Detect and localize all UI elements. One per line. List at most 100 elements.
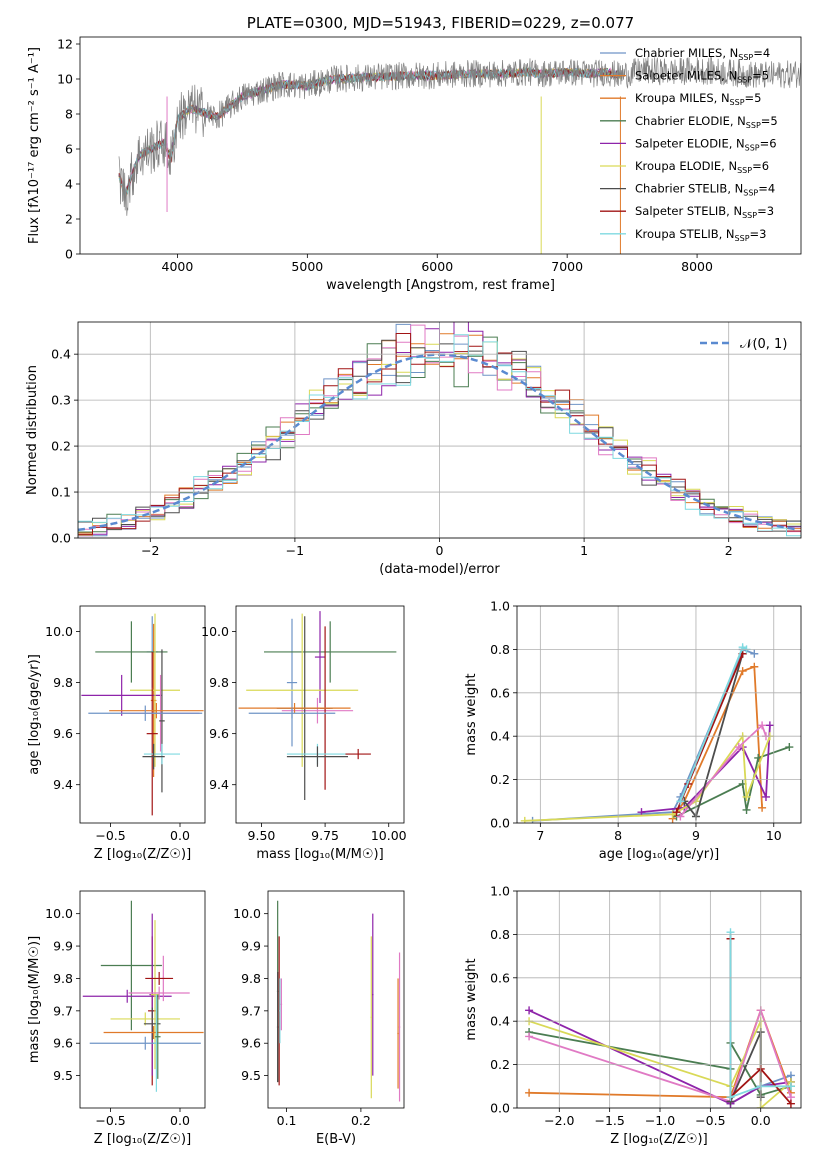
x-tick-label: −0.5 [695,1113,725,1128]
y-tick-label: 12 [57,37,73,52]
y-tick-label: 0.8 [490,927,510,942]
x-tick-label: 7000 [551,259,583,274]
legend-entry: Kroupa STELIB, NSSP=3 [635,227,766,243]
y-tick-label: 0.2 [51,439,71,454]
legend-suffix: =5 [752,69,769,83]
y-tick-label: 9.7 [241,1003,261,1018]
y-tick-label: 1.0 [490,884,510,899]
y-tick-label: 10 [57,72,73,87]
y-axis-label: age [log₁₀(age/yr)] [27,654,42,775]
legend-label: Kroupa ELODIE, N [635,159,737,173]
legend-entry: Kroupa ELODIE, NSSP=6 [635,159,769,175]
y-tick-label: 10.0 [233,906,261,921]
legend-label: Salpeter MILES, N [635,69,737,83]
mass-weight-marker [765,721,774,730]
chart-age_vs_Z: −0.5 0.0 9.4 9.6 9.8 10.0 Z [log₁₀(Z/Z☉)] age [… [27,605,206,862]
y-tick-label: 0 [65,247,73,262]
y-tick-label: 9.9 [241,939,261,954]
x-axis-label: Z [log₁₀(Z/Z☉)] [94,847,191,862]
mass-weight-line [729,932,791,1099]
y-axis-label: mass weight [464,958,479,1040]
x-tick-label: 10 [766,828,782,843]
model-spectrum-line [118,67,622,198]
chart-residuals: −2 −1 0 1 2 0.0 0.1 0.2 0.3 0.4 (data-model)/error… [25,321,802,577]
x-tick-label: 1 [580,543,588,558]
legend-sub: SSP [737,166,752,175]
model-spectrum-line [118,67,621,195]
y-tick-label: 9.8 [209,675,229,690]
x-tick-label: 8 [614,828,622,843]
y-tick-label: 2 [65,212,73,227]
legend-sub: SSP [743,189,758,198]
mass-weight-marker [734,743,743,752]
x-tick-label: −0.5 [95,1113,125,1128]
legend-sub: SSP [737,76,752,85]
x-tick-label: 8000 [681,259,713,274]
chart-spectrum: 4000 5000 6000 7000 8000 0 2 4 6 8 10 12 wavelength … [27,14,802,293]
x-axis-label: (data-model)/error [379,562,500,577]
legend-label: Chabrier MILES, N [635,46,738,60]
axes-frame [516,890,802,1109]
y-tick-label: 0.0 [51,531,71,546]
legend-entry: Salpeter ELODIE, NSSP=6 [635,136,777,152]
legend-sub: SSP [742,211,757,220]
mass-weight-marker [785,743,794,752]
x-tick-label: 0 [436,543,444,558]
y-tick-label: 1.0 [490,599,510,614]
plot-area [520,643,794,823]
y-tick-label: 9.8 [53,971,73,986]
y-tick-label: 0.4 [51,347,71,362]
y-tick-label: 0.0 [490,1101,510,1116]
legend-sub: SSP [738,53,753,62]
model-spectrum-line [118,67,622,194]
plot-area [82,900,204,1092]
legend-suffix: =4 [758,182,775,196]
x-axis-label: Z [log₁₀(Z/Z☉)] [94,1132,191,1147]
x-tick-label: −1.5 [594,1113,624,1128]
y-tick-label: 0.6 [490,685,510,700]
axes-frame [267,890,405,1109]
y-tick-label: 0.4 [490,1014,510,1029]
y-tick-label: 0.4 [490,729,510,744]
x-tick-label: 0.1 [277,1113,297,1128]
legend-suffix: =4 [753,46,770,60]
mass-weight-marker [525,1006,534,1015]
mass-weight-marker [742,805,751,814]
model-spectrum-line [118,66,622,198]
legend-entry: Chabrier ELODIE, NSSP=5 [635,114,778,130]
legend-label: Salpeter ELODIE, N [635,136,745,150]
x-tick-label: 10.00 [371,828,407,843]
mass-weight-marker [676,797,685,806]
model-spectrum-line [118,67,622,198]
x-axis-label: mass [log₁₀(M/M☉)] [256,847,383,862]
y-tick-label: 0.2 [490,1057,510,1072]
mass-weight-marker [758,721,767,730]
legend-entry: Salpeter MILES, NSSP=5 [635,69,769,85]
legend-label: Kroupa MILES, N [635,91,730,105]
legend-entry: Salpeter STELIB, NSSP=3 [635,204,774,220]
y-tick-label: 9.8 [53,675,73,690]
model-spectrum-line [118,67,622,197]
chart-mass_vs_Z: −0.5 0.0 9.5 9.6 9.7 9.8 9.9 10.0 Z [log₁₀(Z/Z☉)… [27,890,206,1147]
y-tick-label: 9.8 [241,971,261,986]
y-tick-label: 4 [65,177,73,192]
legend-sub: SSP [746,121,761,130]
y-tick-label: 6 [65,142,73,157]
model-spectrum-line [118,66,622,194]
x-tick-label: 0.0 [170,828,190,843]
chart-weight_vs_age: 7 8 9 10 0.0 0.2 0.4 0.6 0.8 1.0 age [log₁₀(age/yr… [464,599,802,862]
y-tick-label: 9.6 [53,726,73,741]
legend-sub: SSP [745,143,760,152]
plot-area [238,611,397,801]
mass-weight-marker [726,928,735,937]
legend-entry: Kroupa MILES, NSSP=5 [635,91,761,107]
legend-suffix: =3 [757,204,774,218]
y-tick-label: 9.4 [209,777,229,792]
legend-suffix: =3 [750,227,767,241]
x-tick-label: 4000 [162,259,194,274]
legend-suffix: =6 [752,159,769,173]
legend-label: Kroupa STELIB, N [635,227,735,241]
chart-weight_vs_Z: −2.0 −1.5 −1.0 −0.5 0.0 0.0 0.2 0.4 0.6 0.8 1.0 Z [… [464,884,802,1147]
